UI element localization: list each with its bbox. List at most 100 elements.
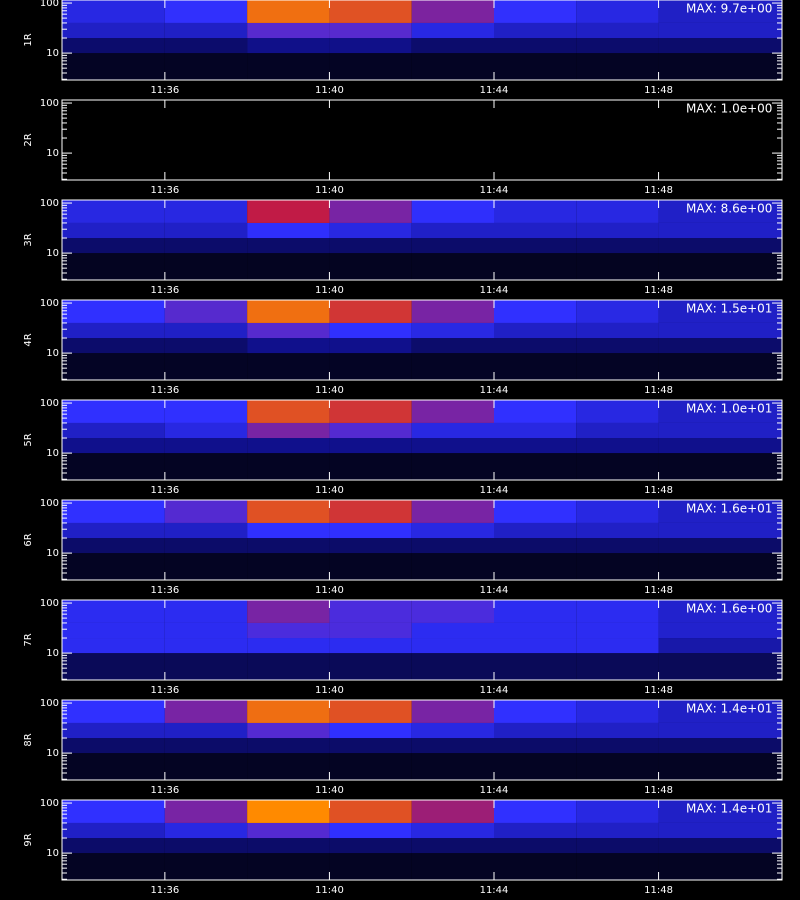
heat-cell [576, 22, 659, 39]
panel: 10 100 11:36 11:40 11:44 11:48 9R MAX: 1.4e+01 [23, 798, 783, 896]
heat-cell [494, 453, 577, 480]
heat-cell [247, 122, 330, 139]
heat-cell [164, 500, 248, 523]
heat-cell [164, 522, 248, 539]
heat-cell [329, 53, 412, 80]
heat-cell [658, 600, 782, 623]
heat-cell [576, 522, 659, 539]
heat-cell [494, 300, 577, 323]
heat-cell [329, 853, 412, 880]
heat-cell [329, 253, 412, 280]
heat-cell [658, 453, 782, 480]
heat-cell [247, 638, 330, 654]
x-tick-label: 11:44 [480, 885, 509, 896]
heat-cell [411, 553, 494, 580]
heat-cell [247, 22, 330, 39]
panel: 10 100 11:36 11:40 11:44 11:48 5R MAX: 1.0e+01 [23, 398, 783, 496]
heat-cell [411, 100, 494, 123]
heat-cell [247, 822, 330, 839]
heat-cell [164, 138, 248, 154]
heat-cell [576, 500, 659, 523]
heat-cell [247, 138, 330, 154]
heat-cell [247, 553, 330, 580]
heat-cell [494, 438, 577, 454]
heat-cell [247, 538, 330, 554]
y-tick-label: 100 [40, 398, 59, 409]
heat-cell [411, 400, 494, 423]
heat-cell [411, 800, 494, 823]
heat-cell [411, 438, 494, 454]
heat-cell [494, 800, 577, 823]
heat-cell [494, 638, 577, 654]
heat-cell [576, 238, 659, 254]
heat-cell [494, 338, 577, 354]
heat-cell [329, 153, 412, 180]
heat-cell [411, 722, 494, 739]
heat-cell [247, 622, 330, 639]
plot-frame [61, 99, 783, 181]
x-tick-label: 11:44 [480, 285, 509, 296]
heat-cell [62, 253, 165, 280]
heat-cell [247, 322, 330, 339]
heat-cell [411, 353, 494, 380]
heat-cell [494, 500, 577, 523]
y-axis-label: 2R [23, 133, 34, 146]
heat-cell [247, 100, 330, 123]
x-tick-label: 11:36 [150, 685, 179, 696]
heat-cell [247, 700, 330, 723]
heat-cell [658, 753, 782, 780]
y-tick-label: 100 [40, 98, 59, 109]
heat-cell [658, 653, 782, 680]
heat-cell [576, 638, 659, 654]
heat-cell [658, 822, 782, 839]
heat-cell [62, 22, 165, 39]
heat-cell [164, 222, 248, 239]
heat-cell [164, 553, 248, 580]
heat-cell [247, 153, 330, 180]
heat-cell [62, 38, 165, 54]
heat-cell [164, 438, 248, 454]
heat-cell [164, 422, 248, 439]
y-tick-label: 10 [46, 848, 59, 859]
heat-cell [329, 100, 412, 123]
heat-cell [411, 522, 494, 539]
x-tick-label: 11:44 [480, 785, 509, 796]
heat-cell [164, 738, 248, 754]
x-tick-label: 11:36 [150, 185, 179, 196]
max-label: MAX: 8.6e+00 [686, 202, 772, 216]
heat-cell [494, 222, 577, 239]
heat-cell [329, 238, 412, 254]
heat-cell [576, 53, 659, 80]
panel: 10 100 11:36 11:40 11:44 11:48 7R MAX: 1.6e+00 [23, 598, 783, 696]
y-tick-label: 100 [40, 598, 59, 609]
heat-cell [576, 600, 659, 623]
heat-cell [62, 653, 165, 680]
x-tick-label: 11:44 [480, 385, 509, 396]
heat-cell [576, 622, 659, 639]
heat-cell [164, 853, 248, 880]
heat-cell [494, 422, 577, 439]
heat-cell [164, 300, 248, 323]
max-label: MAX: 1.0e+01 [686, 402, 772, 416]
panel: 10 100 11:36 11:40 11:44 11:48 1R MAX: 9.7e+00 [23, 0, 783, 96]
heat-cell [658, 38, 782, 54]
heat-cell [494, 538, 577, 554]
heat-cell [247, 200, 330, 223]
heat-cell [411, 453, 494, 480]
heat-cell [62, 753, 165, 780]
heat-cell [494, 700, 577, 723]
panel: 10 100 11:36 11:40 11:44 11:48 4R MAX: 1.5e+01 [23, 298, 783, 396]
heat-cell [658, 438, 782, 454]
heat-cell [411, 700, 494, 723]
heat-cell [576, 653, 659, 680]
heat-cell [494, 653, 577, 680]
plot-frame [61, 199, 783, 281]
heat-cell [164, 638, 248, 654]
heat-cell [329, 538, 412, 554]
heat-cell [247, 722, 330, 739]
heat-cell [247, 438, 330, 454]
heat-cell [247, 400, 330, 423]
heat-cell [494, 200, 577, 223]
heat-cell [576, 153, 659, 180]
y-tick-label: 10 [46, 348, 59, 359]
